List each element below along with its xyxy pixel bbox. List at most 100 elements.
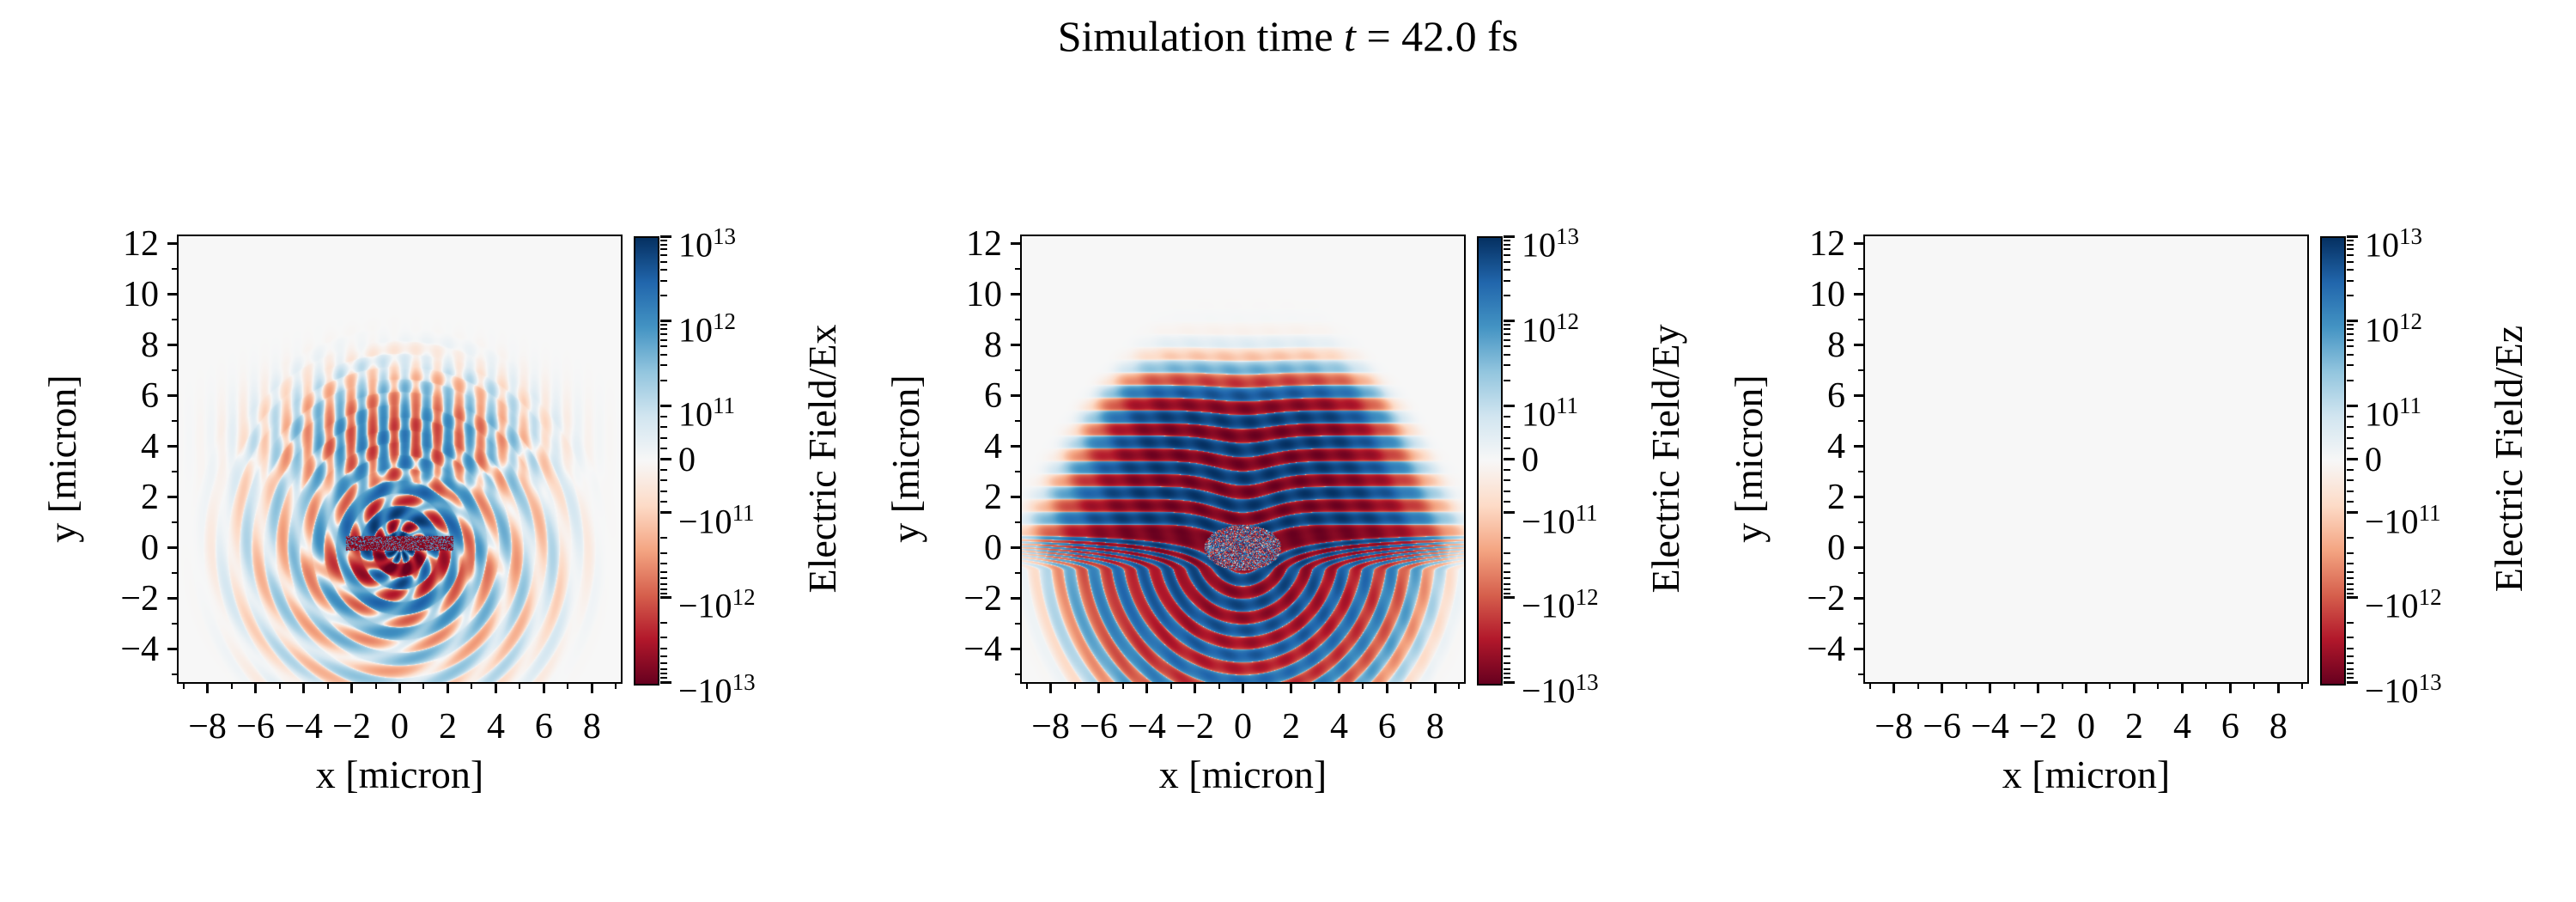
- y-tick-label: 6: [984, 375, 1002, 416]
- y-minor-tick: [1015, 623, 1022, 625]
- colorbar-minor-tick: [2347, 592, 2354, 594]
- colorbar-minor-tick: [660, 577, 667, 580]
- y-tick-label: 0: [984, 527, 1002, 568]
- y-tick-label: 12: [1809, 223, 1845, 264]
- colorbar-minor-tick: [2347, 552, 2354, 554]
- colorbar-minor-tick: [2347, 637, 2354, 639]
- colorbar-minor-tick: [660, 328, 667, 331]
- x-minor-tick: [374, 682, 377, 689]
- y-major-tick: [167, 597, 179, 600]
- y-tick-label: 6: [141, 375, 159, 416]
- x-axis-label-ex: x [micron]: [315, 753, 484, 796]
- colorbar-minor-tick: [1504, 673, 1510, 675]
- colorbar-minor-tick: [2347, 582, 2354, 585]
- colorbar-minor-tick: [1504, 248, 1510, 251]
- colorbar-minor-tick: [660, 426, 667, 429]
- y-minor-tick: [1015, 369, 1022, 372]
- y-tick-label: 2: [141, 477, 159, 517]
- colorbar-minor-tick: [660, 269, 667, 271]
- y-tick-label: 10: [1809, 274, 1845, 314]
- x-tick-label: 6: [1377, 707, 1396, 747]
- x-major-tick: [206, 682, 210, 693]
- colorbar-tick-label: 1011: [2365, 393, 2421, 434]
- colorbar-minor-tick: [1504, 582, 1510, 585]
- colorbar-major-tick: [2347, 404, 2358, 407]
- colorbar-minor-tick: [1504, 552, 1510, 554]
- colorbar-minor-tick: [660, 324, 667, 326]
- y-minor-tick: [1015, 471, 1022, 473]
- colorbar-minor-tick: [2347, 577, 2354, 580]
- colorbar-tick-label: −1011: [2365, 499, 2441, 540]
- y-minor-tick: [1858, 673, 1865, 676]
- x-tick-label: −6: [1923, 707, 1961, 747]
- colorbar-minor-tick: [1504, 448, 1510, 450]
- colorbar-minor-tick: [1504, 621, 1510, 624]
- colorbar-minor-tick: [2347, 248, 2354, 251]
- y-major-tick: [1854, 344, 1865, 347]
- colorbar-minor-tick: [660, 354, 667, 357]
- colorbar-major-tick: [660, 404, 671, 407]
- colorbar-tick-label: 1012: [678, 308, 736, 350]
- y-tick-label: −4: [120, 629, 159, 669]
- panel-ex: −8 −6 −4 −2 0 2 4 6 8 12 10 8 6 4 2 0 −2 −4 x [micron] y …: [40, 223, 1029, 889]
- colorbar-minor-tick: [660, 479, 667, 482]
- x-major-tick: [1145, 682, 1149, 693]
- colorbar-minor-tick: [2347, 662, 2354, 665]
- colorbar-minor-tick: [2347, 655, 2354, 658]
- y-minor-tick: [1015, 268, 1022, 271]
- colorbar-minor-tick: [1504, 677, 1510, 680]
- figure-title-prefix: Simulation time: [1057, 12, 1345, 60]
- colorbar-label-ex: Electric Field/Ex: [800, 324, 844, 594]
- colorbar-major-tick: [2347, 511, 2358, 515]
- colorbar-minor-tick: [2347, 243, 2354, 246]
- y-major-tick: [1854, 445, 1865, 448]
- colorbar-minor-tick: [2347, 324, 2354, 326]
- x-major-tick: [1194, 682, 1197, 693]
- y-minor-tick: [1858, 521, 1865, 524]
- colorbar-minor-tick: [1504, 426, 1510, 429]
- y-minor-tick: [172, 420, 179, 423]
- x-major-tick: [1289, 682, 1292, 693]
- y-major-tick: [1011, 242, 1022, 246]
- colorbar-major-tick: [1504, 404, 1515, 407]
- colorbar-minor-tick: [2347, 436, 2354, 439]
- colorbar-minor-tick: [660, 448, 667, 450]
- x-tick-label: −4: [1127, 707, 1166, 747]
- x-major-tick: [1989, 682, 1992, 693]
- y-tick-label: 4: [141, 426, 159, 466]
- colorbar-minor-tick: [660, 279, 667, 282]
- x-tick-label: −8: [1874, 707, 1913, 747]
- x-tick-label: −4: [284, 707, 323, 747]
- x-minor-tick: [1025, 682, 1028, 689]
- heatmap-ex: [179, 236, 621, 682]
- y-minor-tick: [172, 268, 179, 271]
- colorbar-major-tick: [1504, 235, 1515, 238]
- x-tick-label: 8: [2269, 707, 2287, 747]
- colorbar-minor-tick: [1504, 655, 1510, 658]
- colorbar-minor-tick: [1504, 479, 1510, 482]
- x-tick-label: −2: [2019, 707, 2057, 747]
- colorbar-minor-tick: [2347, 667, 2354, 670]
- colorbar-minor-tick: [2347, 537, 2354, 539]
- colorbar-major-tick: [2347, 458, 2358, 460]
- y-tick-label: 6: [1827, 375, 1845, 416]
- y-minor-tick: [1858, 623, 1865, 625]
- colorbar-tick-label: 1011: [1522, 393, 1578, 434]
- colorbar-minor-tick: [1504, 647, 1510, 649]
- x-minor-tick: [2205, 682, 2208, 689]
- colorbar-major-tick: [660, 235, 671, 238]
- x-major-tick: [398, 682, 401, 693]
- colorbar-major-tick: [2347, 680, 2358, 684]
- y-tick-label: −2: [120, 578, 159, 619]
- x-tick-label: 6: [534, 707, 553, 747]
- colorbar-tick-label: −1012: [678, 584, 756, 625]
- y-minor-tick: [172, 319, 179, 321]
- x-minor-tick: [1458, 682, 1461, 689]
- figure-title-variable: t: [1344, 12, 1356, 60]
- colorbar-tick-label: −1013: [678, 669, 756, 710]
- y-minor-tick: [172, 369, 179, 372]
- x-minor-tick: [1170, 682, 1172, 689]
- y-tick-label: 2: [1827, 477, 1845, 517]
- x-major-tick: [1893, 682, 1896, 693]
- colorbar-minor-tick: [660, 655, 667, 658]
